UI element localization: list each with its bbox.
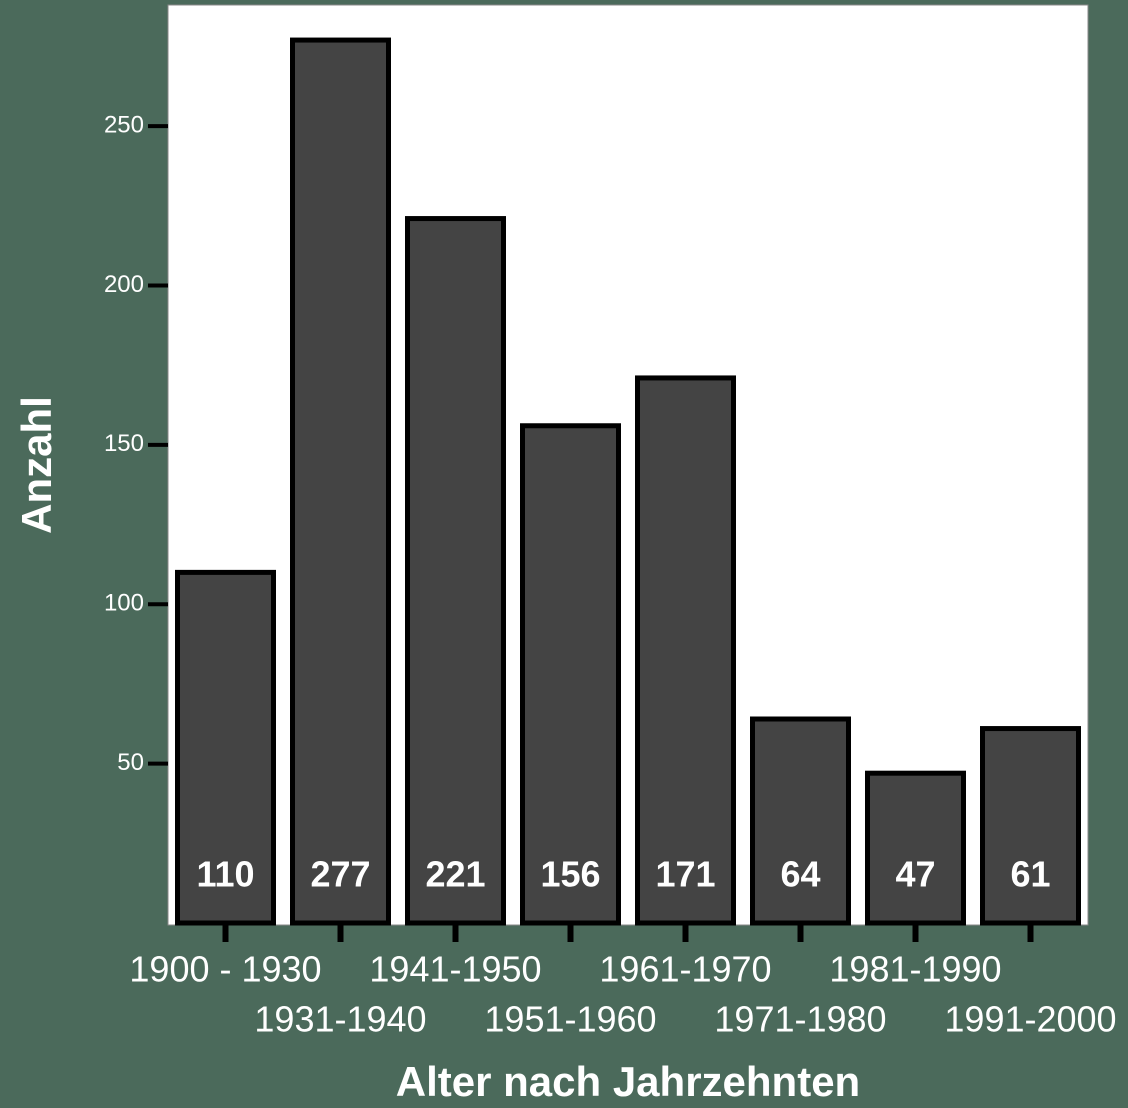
bar (635, 375, 736, 926)
x-tick-label: 1931-1940 (254, 999, 426, 1040)
data-label: 110 (196, 854, 254, 895)
data-label: 47 (895, 854, 935, 895)
x-axis-title: Alter nach Jahrzehnten (396, 1058, 860, 1105)
data-label: 156 (540, 854, 600, 895)
data-label: 171 (655, 854, 715, 895)
x-tick-label: 1961-1970 (599, 949, 771, 990)
y-tick-label: 150 (104, 430, 144, 457)
bar (405, 216, 506, 926)
data-label: 277 (310, 854, 370, 895)
x-tick-label: 1981-1990 (829, 949, 1001, 990)
x-tick-label: 1991-2000 (944, 999, 1116, 1040)
bar (865, 770, 966, 926)
x-tick-label: 1941-1950 (369, 949, 541, 990)
y-tick-label: 100 (104, 590, 144, 617)
bar (520, 423, 621, 926)
x-tick-label: 1900 - 1930 (129, 949, 321, 990)
bar (175, 569, 276, 926)
x-tick-label: 1971-1980 (714, 999, 886, 1040)
y-tick-label: 200 (104, 271, 144, 298)
bar (980, 726, 1081, 926)
y-axis-title: Anzahl (13, 396, 60, 534)
bar (750, 716, 851, 926)
y-tick-label: 250 (104, 111, 144, 138)
y-tick-label: 50 (117, 749, 144, 776)
data-label: 61 (1010, 854, 1050, 895)
x-tick-label: 1951-1960 (484, 999, 656, 1040)
data-label: 221 (425, 854, 485, 895)
bar (290, 37, 391, 926)
data-label: 64 (780, 854, 820, 895)
